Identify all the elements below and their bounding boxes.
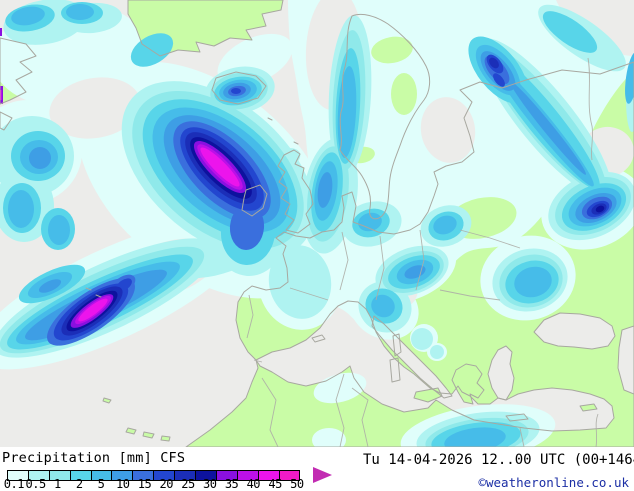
legend-tick-label: 0.5: [25, 477, 47, 491]
legend-bar: Precipitation [mm] CFS Tu 14-04-2026 12.…: [0, 447, 634, 490]
legend-tick-label: 5: [97, 477, 105, 491]
precip-level-45mm: [0, 90, 240, 322]
legend-tick-label: 0.1: [3, 477, 25, 491]
legend-tick-label: 20: [159, 477, 174, 491]
legend-tick-label: 2: [75, 477, 83, 491]
country-borders: [246, 57, 599, 447]
legend-arrow-icon: [313, 467, 332, 483]
legend-tick-label: 35: [224, 477, 239, 491]
legend-tick-label: 25: [181, 477, 195, 491]
legend-tick-label: 1: [54, 477, 61, 491]
legend-tick-label: 15: [137, 477, 152, 491]
coastlines: [0, 0, 634, 447]
forecast-timestamp: Tu 14-04-2026 12..00 UTC (00+1464: [363, 452, 634, 468]
legend-tick-label: 40: [246, 477, 261, 491]
legend-tick-label: 50: [290, 477, 304, 491]
precipitation-map: [0, 0, 634, 447]
legend-scale-labels: 0.1 0.5 1 2 5 10 15 20 25 30 35 40 45 50: [3, 477, 308, 491]
legend-colorbar: [7, 470, 301, 481]
legend-tick-label: 10: [115, 477, 130, 491]
credit-link[interactable]: ©weatheronline.co.uk: [478, 475, 629, 490]
legend-tick-label: 45: [268, 477, 282, 491]
legend-title: Precipitation [mm] CFS: [2, 450, 186, 466]
legend-segment: [278, 470, 301, 481]
legend-tick-label: 30: [203, 477, 217, 491]
